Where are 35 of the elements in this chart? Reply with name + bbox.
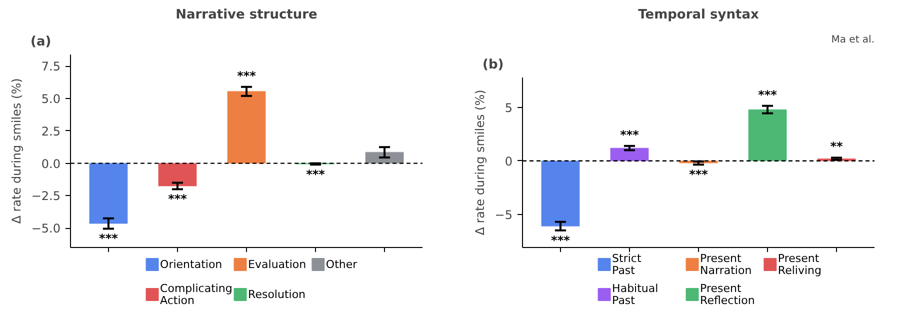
legend-label: Other — [326, 258, 358, 271]
y-tick-label: 0 — [504, 154, 513, 168]
legend-label: Habitual Past — [612, 282, 658, 307]
y-tick-label: −5 — [494, 208, 513, 222]
y-tick-label: 0.0 — [41, 156, 61, 171]
data-label: *** — [551, 233, 571, 248]
y-tick-label: −5.0 — [31, 222, 60, 236]
data-label: *** — [237, 68, 257, 83]
text: (b) — [482, 58, 504, 72]
legend-label: Evaluation — [248, 258, 306, 271]
data-label: *** — [689, 168, 709, 182]
data-label: *** — [99, 232, 119, 246]
data-label: *** — [620, 128, 640, 142]
data-label: *** — [306, 168, 326, 182]
legend-label: Orientation — [160, 258, 222, 271]
y-axis-title: Δ rate during smiles (%) — [9, 78, 24, 224]
y-axis-title: Δ rate during smiles (%) — [472, 90, 487, 236]
legend-label: Present Narration — [700, 252, 752, 277]
y-tick-label: −2.5 — [31, 189, 60, 204]
data-label: ** — [830, 140, 844, 154]
legend-label: Complicating Action — [160, 282, 232, 307]
y-tick-label: 5 — [504, 100, 513, 115]
legend-label: Present Reliving — [778, 252, 822, 277]
legend-label: Strict Past — [612, 252, 642, 277]
text: Ma et al. — [831, 34, 875, 46]
data-label: *** — [758, 88, 778, 102]
y-tick-label: 7.5 — [41, 60, 61, 74]
y-tick-label: 5.0 — [41, 92, 61, 106]
legend-label: Present Reflection — [700, 282, 755, 307]
legend-label: Resolution — [248, 288, 306, 301]
chart-title: Temporal syntax — [638, 8, 760, 22]
chart-title: Narrative structure — [176, 8, 318, 22]
data-label: *** — [168, 192, 188, 206]
text: (a) — [30, 34, 52, 50]
y-tick-label: 2.5 — [41, 124, 61, 138]
